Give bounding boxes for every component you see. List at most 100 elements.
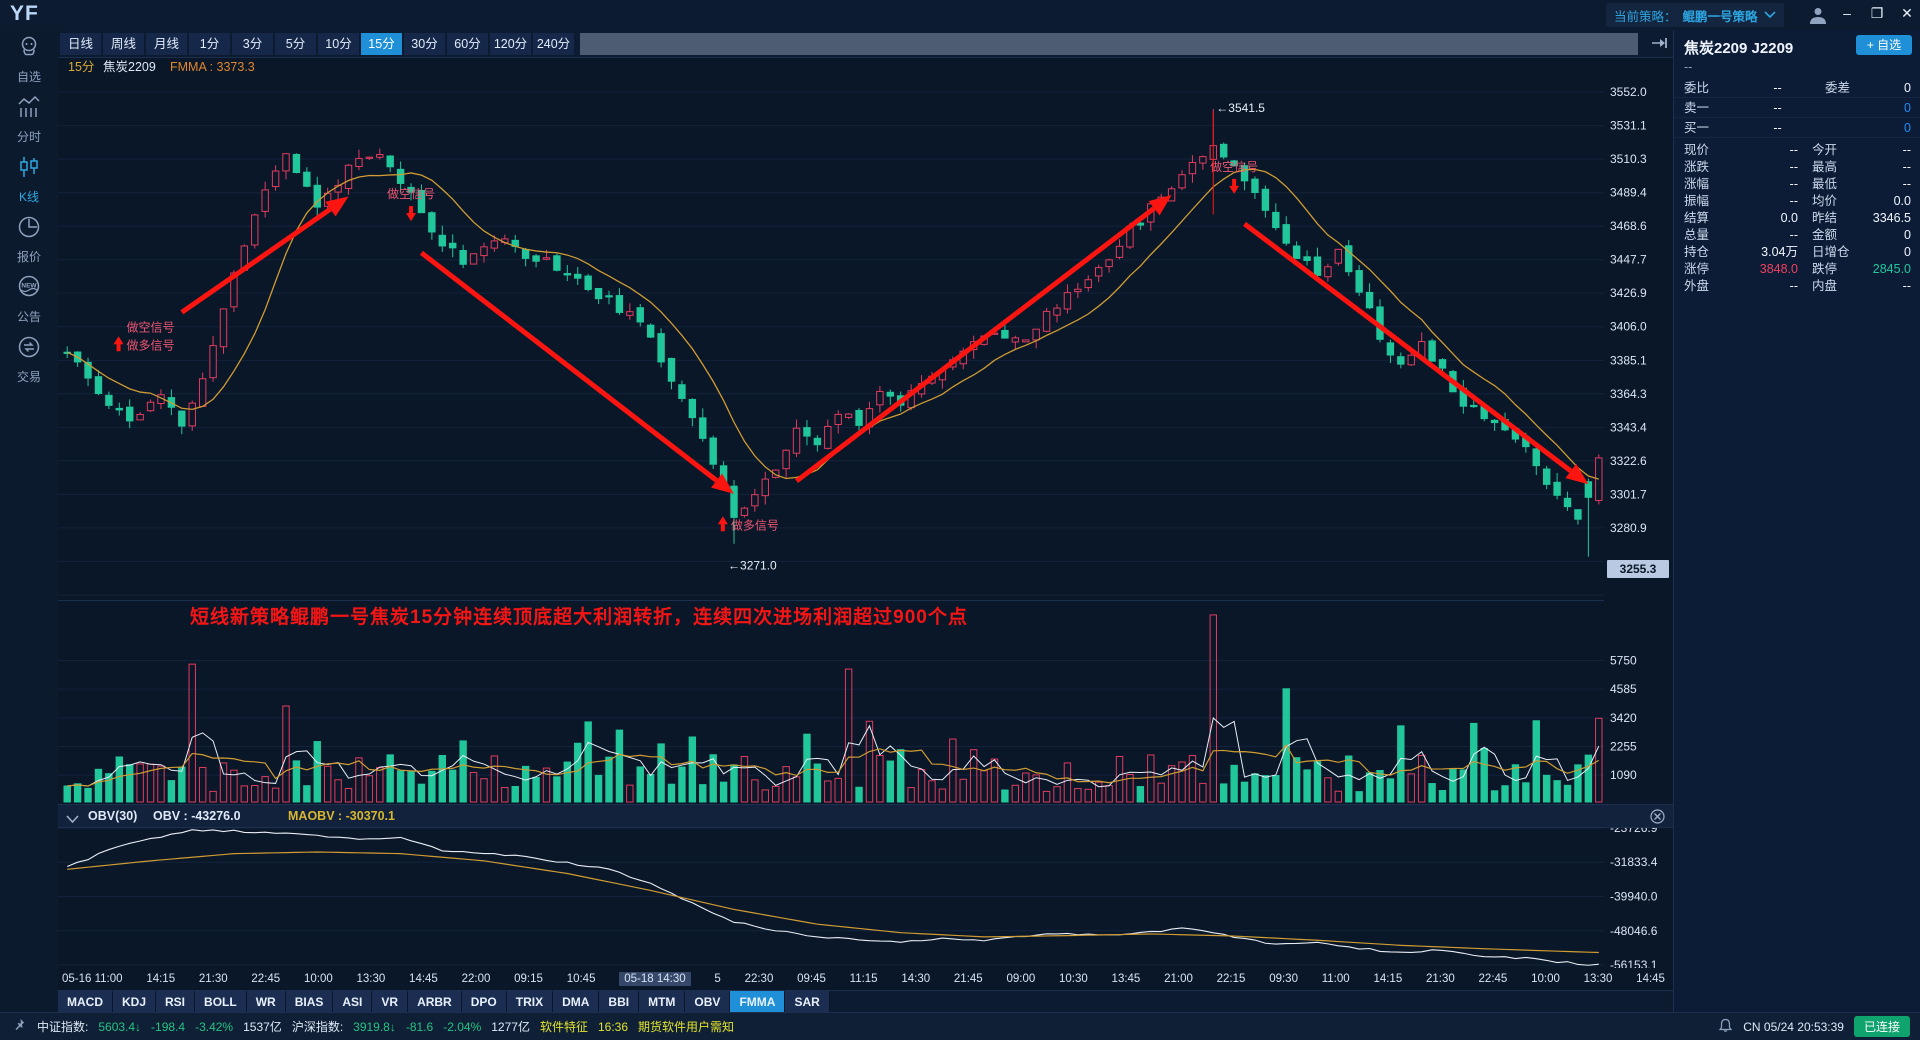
- period-button-周线[interactable]: 周线: [103, 33, 144, 55]
- period-button-60分[interactable]: 60分: [447, 33, 488, 55]
- period-button-日线[interactable]: 日线: [60, 33, 101, 55]
- indicator-tab-BOLL[interactable]: BOLL: [195, 991, 247, 1013]
- chart-canvas[interactable]: 3552.0 3531.1 3510.3 3489.4 3468.6 3447.7 3426…: [58, 76, 1673, 968]
- add-watchlist-button[interactable]: + 自选: [1856, 35, 1912, 55]
- period-button-10分[interactable]: 10分: [318, 33, 359, 55]
- quote-value: --: [1902, 177, 1911, 191]
- close-icon[interactable]: ✕: [1901, 5, 1913, 21]
- sidebar-item-分时[interactable]: 分时: [0, 90, 58, 148]
- time-axis-label: 21:30: [198, 973, 228, 985]
- indicator-tab-OBV[interactable]: OBV: [685, 991, 731, 1013]
- svg-text:做空信号: 做空信号: [127, 320, 175, 335]
- indicator-tab-MTM[interactable]: MTM: [639, 991, 686, 1013]
- price-ma-line: [66, 168, 1599, 480]
- status-item: 5603.4↓: [98, 1019, 142, 1034]
- time-axis-label: 13:45: [1111, 973, 1141, 985]
- indicator-tab-ASI[interactable]: ASI: [333, 991, 373, 1013]
- period-button-120分[interactable]: 120分: [490, 33, 531, 55]
- time-axis-label: 14:15: [1373, 973, 1403, 985]
- obv-line: [67, 829, 1599, 966]
- status-item: -81.6: [405, 1019, 434, 1034]
- price-point-labels: ←3541.5 ←3271.0: [728, 101, 1265, 573]
- indicator-tab-DMA[interactable]: DMA: [553, 991, 600, 1013]
- time-axis-label: 11:15: [849, 973, 878, 985]
- sidebar-item-自选[interactable]: 自选: [0, 30, 58, 88]
- period-button-月线[interactable]: 月线: [146, 33, 187, 55]
- time-axis-label: 22:45: [1478, 973, 1508, 985]
- quote-value: --: [1902, 279, 1911, 293]
- sidebar-item-公告[interactable]: NEW 公告: [0, 270, 58, 328]
- indicator-tab-SAR[interactable]: SAR: [785, 991, 830, 1013]
- strategy-value: 鲲鹏一号策略: [1682, 9, 1758, 24]
- time-axis-label: 14:45: [409, 973, 438, 985]
- period-button-15分[interactable]: 15分: [361, 33, 402, 55]
- quote-label: 日增仓: [1812, 245, 1850, 259]
- volume-bars: [63, 614, 1603, 803]
- quote-row: 卖一 -- 0: [1674, 98, 1920, 118]
- minimize-icon[interactable]: –: [1843, 5, 1851, 21]
- app-logo: YF: [10, 2, 39, 25]
- bell-icon[interactable]: [1718, 1018, 1733, 1036]
- svg-text:做空信号: 做空信号: [1210, 159, 1258, 174]
- indicator-tab-BBI[interactable]: BBI: [599, 991, 640, 1013]
- time-axis-label: 22:30: [744, 973, 774, 985]
- quote-label: 总量: [1684, 228, 1710, 242]
- indicator-tab-RSI[interactable]: RSI: [156, 991, 196, 1013]
- quote-label: 委比: [1684, 81, 1710, 95]
- sidebar-item-报价[interactable]: 报价: [0, 210, 58, 268]
- indicator-tab-MACD[interactable]: MACD: [58, 991, 113, 1013]
- chevron-down-icon[interactable]: [66, 809, 79, 831]
- svg-text:3301.7: 3301.7: [1610, 487, 1647, 501]
- period-button-30分[interactable]: 30分: [404, 33, 445, 55]
- indicator-tab-VR[interactable]: VR: [372, 991, 409, 1013]
- time-axis-label: 10:30: [1059, 973, 1088, 985]
- obv-name[interactable]: OBV(30): [88, 809, 138, 823]
- sidebar-item-label: 报价: [16, 249, 41, 264]
- sidebar-item-交易[interactable]: 交易: [0, 330, 58, 388]
- datetime-label: CN 05/24 20:53:39: [1743, 1019, 1844, 1034]
- collapse-panel-icon[interactable]: [1651, 36, 1667, 55]
- quote-label: 昨结: [1812, 211, 1838, 225]
- restore-icon[interactable]: ❐: [1870, 5, 1884, 21]
- status-item: 期货软件用户需知: [638, 1020, 735, 1034]
- svg-text:5750: 5750: [1610, 653, 1637, 667]
- sidebar-item-K线[interactable]: K线: [0, 150, 58, 208]
- indicator-tab-FMMA[interactable]: FMMA: [730, 991, 786, 1013]
- quote-row: 总量 -- 金额 0: [1674, 227, 1920, 244]
- quote-label: 涨跌: [1684, 160, 1710, 174]
- svg-text:4585: 4585: [1610, 682, 1637, 696]
- indicator-tab-KDJ[interactable]: KDJ: [113, 991, 157, 1013]
- period-button-240分[interactable]: 240分: [533, 33, 574, 55]
- time-axis-label: 13:30: [1583, 973, 1613, 985]
- indicator-tab-DPO[interactable]: DPO: [461, 991, 507, 1013]
- indicator-tab-TRIX[interactable]: TRIX: [506, 991, 554, 1013]
- close-indicator-icon[interactable]: [1650, 809, 1665, 831]
- quote-row: 委比 -- 委差 0: [1674, 78, 1920, 98]
- status-item: -2.04%: [443, 1019, 482, 1034]
- toolbar-scroll-strip[interactable]: [580, 33, 1638, 55]
- period-button-1分[interactable]: 1分: [189, 33, 230, 55]
- indicator-tab-BIAS[interactable]: BIAS: [285, 991, 334, 1013]
- trend-arrows: [180, 194, 1589, 494]
- connected-button[interactable]: 已连接: [1853, 1016, 1910, 1037]
- period-button-5分[interactable]: 5分: [275, 33, 316, 55]
- contract-sub-value: --: [1684, 60, 1693, 74]
- indicator-tab-WR[interactable]: WR: [246, 991, 286, 1013]
- status-item: -3.42%: [195, 1019, 234, 1034]
- strategy-selector[interactable]: 当前策略： 鲲鹏一号策略: [1606, 3, 1784, 27]
- quote-value: --: [1773, 81, 1782, 95]
- user-icon[interactable]: [1808, 5, 1828, 30]
- period-button-3分[interactable]: 3分: [232, 33, 273, 55]
- maobv-value: MAOBV : -30370.1: [288, 809, 395, 823]
- status-item: 软件特征: [539, 1020, 588, 1034]
- pin-icon[interactable]: [14, 1018, 27, 1035]
- svg-text:3364.3: 3364.3: [1610, 387, 1647, 401]
- chart-period: 15分: [68, 60, 95, 74]
- svg-text:-39940.0: -39940.0: [1610, 890, 1658, 904]
- indicator-tab-ARBR[interactable]: ARBR: [408, 991, 462, 1013]
- time-axis-label: 13:30: [356, 973, 386, 985]
- quote-row: 振幅 -- 均价 0.0: [1674, 193, 1920, 210]
- time-axis-label: 21:00: [1164, 973, 1193, 985]
- quote-value: --: [1773, 121, 1782, 135]
- svg-text:3426.9: 3426.9: [1610, 286, 1647, 300]
